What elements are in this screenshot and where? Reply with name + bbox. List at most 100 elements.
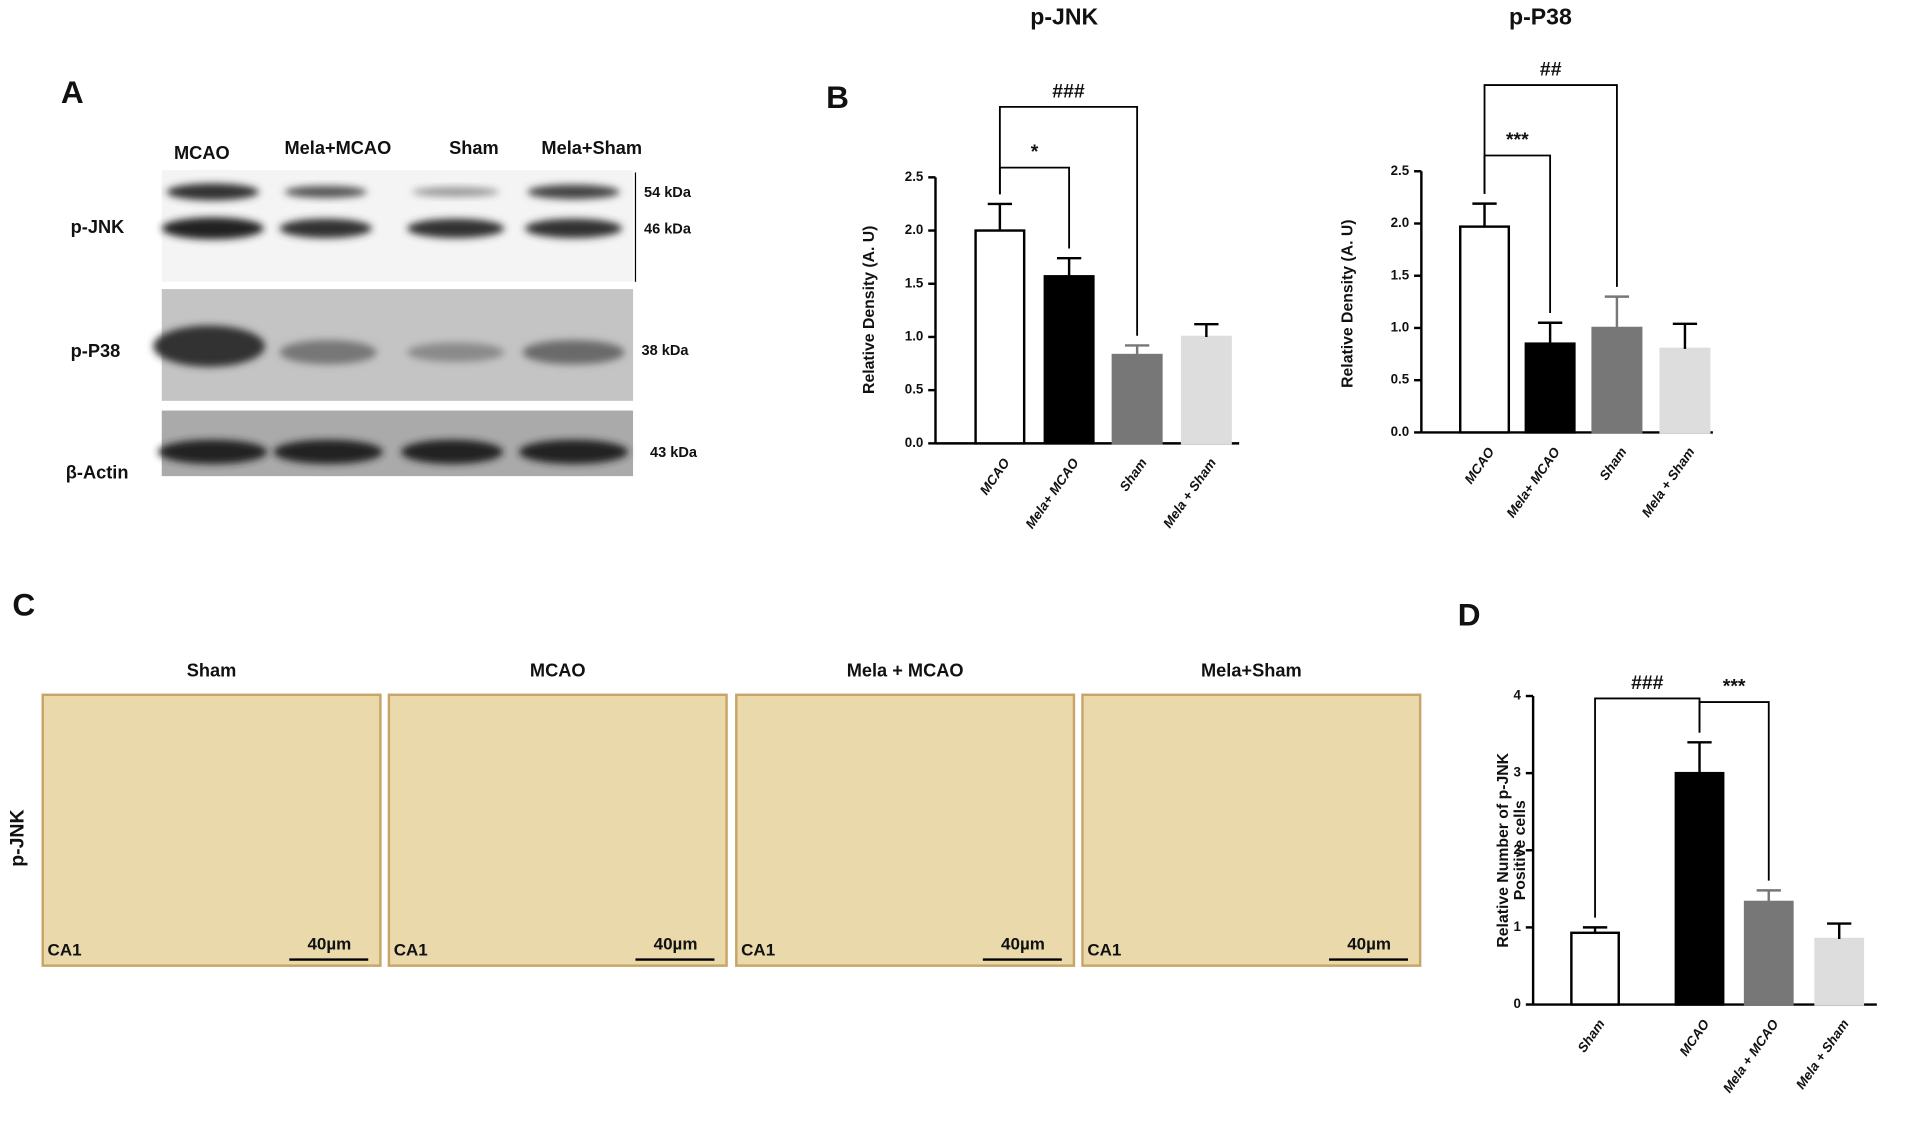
panel-letter: A — [61, 74, 84, 110]
chart-title: p-P38 — [1509, 3, 1572, 29]
significance-label: * — [1031, 141, 1039, 163]
band — [166, 183, 259, 201]
row-label: p-P38 — [71, 341, 121, 361]
bar — [1111, 353, 1163, 445]
y-axis-label: Relative Density (A. U) — [1340, 219, 1357, 387]
band — [411, 187, 500, 197]
band — [522, 340, 625, 365]
kda-label: 54 kDa — [644, 185, 692, 201]
y-axis-label: Positive cells — [1512, 800, 1529, 900]
band — [279, 340, 377, 365]
band — [407, 342, 505, 362]
y-tick-label: 2.0 — [1391, 215, 1410, 230]
band — [153, 325, 265, 367]
bar — [1743, 900, 1794, 1006]
panel-letter: C — [12, 587, 35, 623]
significance-bracket — [998, 105, 1139, 336]
significance-bracket — [1483, 84, 1618, 287]
error-bar — [1672, 322, 1698, 349]
band — [407, 218, 505, 239]
error-bar — [1472, 202, 1497, 227]
y-tick-label: 2.0 — [905, 222, 924, 237]
x-tick-label: Mela + Sham — [1160, 455, 1219, 530]
region-label: CA1 — [394, 941, 428, 960]
image-title: Sham — [187, 661, 237, 681]
micrograph — [41, 693, 382, 967]
bar — [1659, 347, 1711, 434]
x-tick-label: MCAO — [977, 455, 1013, 498]
kda-label: 43 kDa — [650, 445, 698, 461]
row-label: p-JNK — [7, 810, 29, 867]
band — [527, 184, 620, 200]
y-tick-label: 0.0 — [905, 435, 924, 450]
error-bar — [1056, 256, 1082, 277]
x-tick-label: Mela + MCAO — [1720, 1016, 1782, 1095]
y-tick-label: 0 — [1514, 996, 1521, 1011]
error-bar — [1687, 741, 1712, 774]
y-tick-label: 0.5 — [905, 382, 924, 397]
image-title: Mela + MCAO — [847, 661, 964, 681]
x-tick-label: Mela + Sham — [1639, 444, 1698, 519]
error-bar — [1124, 344, 1150, 356]
error-bar — [987, 202, 1013, 231]
region-label: CA1 — [1087, 941, 1121, 960]
y-tick-label: 4 — [1514, 688, 1522, 703]
y-axis-label: Relative Density (A. U) — [861, 226, 878, 394]
row-label: p-JNK — [71, 217, 125, 237]
y-tick-label: 2 — [1514, 842, 1521, 857]
panel-letter: B — [826, 79, 849, 115]
y-tick-label: 1.5 — [905, 275, 924, 290]
bar — [1570, 931, 1620, 1006]
significance-label: *** — [1723, 676, 1746, 698]
x-tick-label: MCAO — [1461, 444, 1497, 487]
row-label: β-Actin — [66, 463, 129, 483]
bar — [1591, 326, 1643, 434]
band — [284, 185, 368, 198]
band — [524, 218, 623, 239]
y-tick-label: 1.0 — [1391, 319, 1410, 334]
x-tick-label: Sham — [1575, 1017, 1608, 1056]
band — [161, 217, 264, 240]
y-axis-label: Relative Number of p-JNK — [1495, 752, 1512, 947]
y-tick-label: 0.0 — [1391, 424, 1410, 439]
y-tick-label: 2.5 — [1391, 163, 1410, 178]
x-tick-label: Sham — [1596, 444, 1629, 483]
lane-label: Sham — [449, 138, 499, 158]
kda-label: 38 kDa — [642, 343, 690, 359]
bar — [974, 229, 1026, 445]
bar — [1180, 335, 1232, 445]
x-tick-label: Mela+ MCAO — [1503, 444, 1563, 520]
scale-label: 40µm — [307, 934, 351, 953]
y-tick-label: 0.5 — [1391, 372, 1410, 387]
band — [273, 439, 383, 465]
panel-letter: D — [1458, 596, 1481, 632]
error-bar — [1827, 922, 1852, 939]
micrograph — [1081, 693, 1422, 967]
chart-title: p-JNK — [1030, 3, 1098, 29]
significance-label: *** — [1506, 129, 1529, 151]
significance-bracket — [1698, 701, 1770, 881]
blot-actin — [158, 410, 634, 477]
significance-label: ### — [1631, 672, 1664, 694]
bar — [1674, 771, 1725, 1006]
image-title: MCAO — [530, 661, 586, 681]
image-title: Mela+Sham — [1201, 661, 1302, 681]
blot-p38 — [153, 289, 634, 401]
kda-label: 46 kDa — [644, 221, 692, 237]
blot-jnk — [161, 170, 637, 282]
significance-label: ## — [1540, 59, 1562, 81]
scale-label: 40µm — [654, 934, 698, 953]
bar — [1814, 937, 1865, 1006]
y-tick-label: 3 — [1514, 765, 1521, 780]
x-tick-label: Mela+ MCAO — [1022, 455, 1082, 531]
band — [401, 439, 504, 465]
x-tick-label: Sham — [1117, 455, 1150, 494]
x-tick-label: Mela + Sham — [1793, 1017, 1852, 1092]
y-tick-label: 1.5 — [1391, 267, 1410, 282]
lane-label: Mela+MCAO — [285, 138, 392, 158]
lane-label: MCAO — [174, 143, 230, 163]
region-label: CA1 — [48, 941, 82, 960]
bar — [1524, 342, 1576, 434]
scale-label: 40µm — [1001, 934, 1045, 953]
